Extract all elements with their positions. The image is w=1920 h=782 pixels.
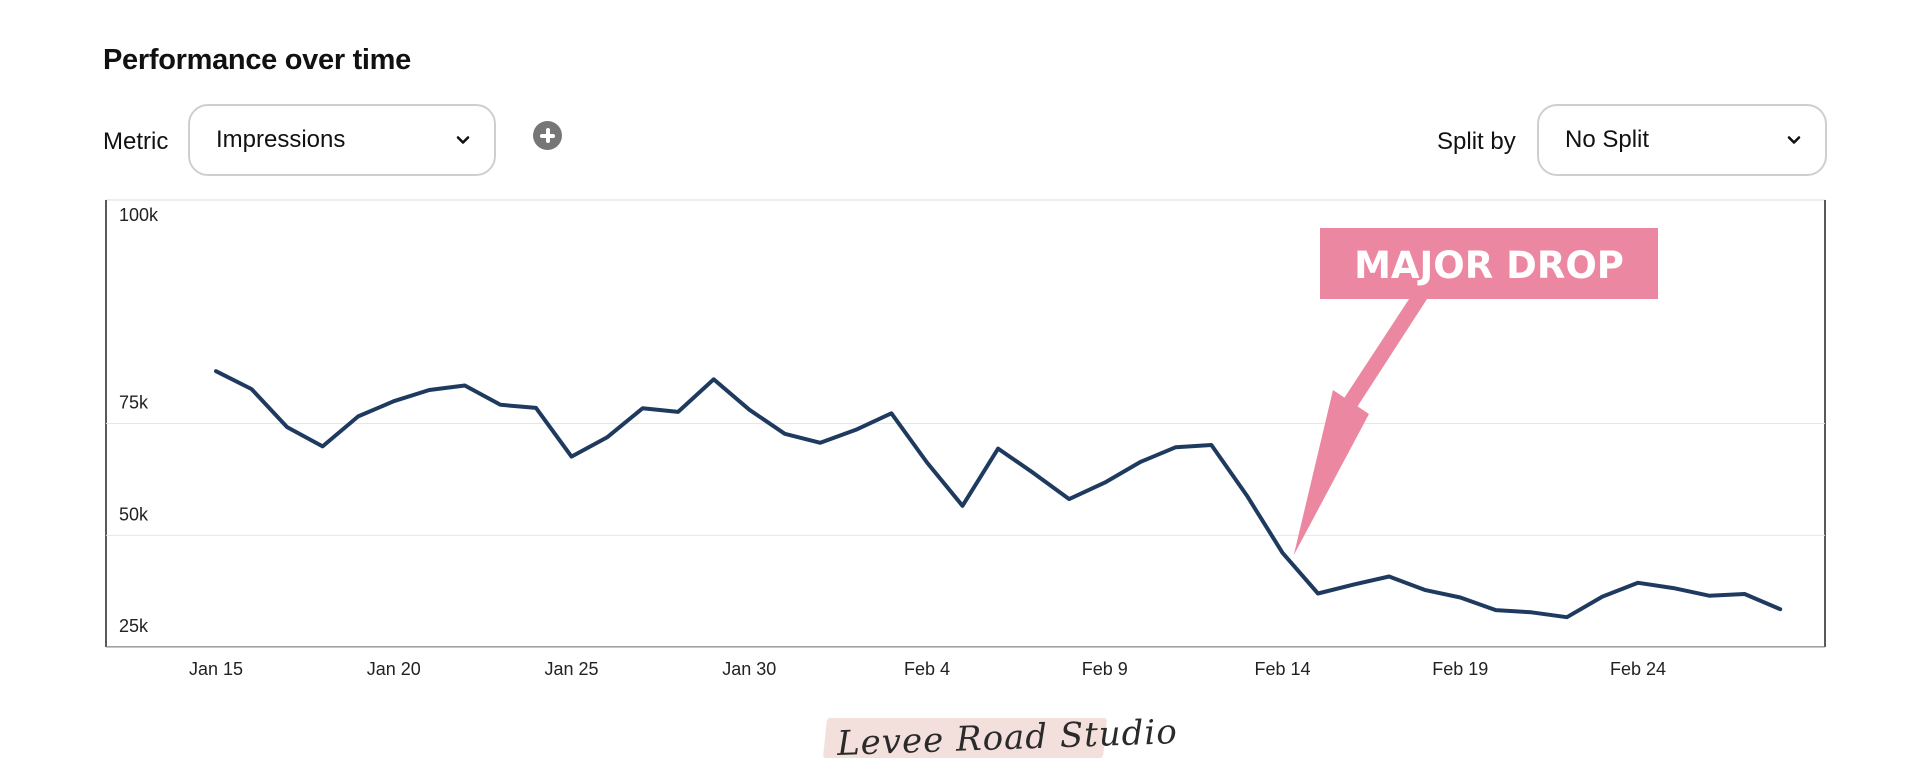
x-tick-label: Feb 14: [1254, 659, 1310, 679]
performance-line-chart: 25k 50k 75k 100k Jan 15 Jan 20 Jan 25 Jan 30 Feb…: [105, 199, 1826, 679]
split-by-select[interactable]: No Split: [1537, 104, 1827, 176]
callout-label: MAJOR DROP: [1354, 244, 1624, 287]
split-by-label: Split by: [1437, 128, 1516, 155]
metric-select-value: Impressions: [216, 126, 346, 153]
y-tick-label: 25k: [119, 616, 149, 636]
x-tick-label: Feb 19: [1432, 659, 1488, 679]
y-tick-label: 75k: [119, 393, 149, 413]
y-tick-label: 100k: [119, 205, 159, 225]
callout-arrow-shaft: [1337, 296, 1429, 418]
impressions-series-line: [214, 369, 1783, 620]
y-tick-label: 50k: [119, 504, 149, 524]
x-tick-label: Feb 9: [1082, 659, 1128, 679]
x-tick-label: Jan 25: [544, 659, 598, 679]
callout-arrow-head: [1293, 390, 1369, 556]
add-circle-icon[interactable]: [533, 121, 562, 150]
metric-select[interactable]: Impressions: [188, 104, 496, 176]
page-title: Performance over time: [103, 44, 411, 76]
metric-label: Metric: [103, 128, 169, 155]
callout-box: [1320, 228, 1658, 299]
x-tick-label: Jan 30: [722, 659, 776, 679]
x-tick-label: Jan 15: [189, 659, 243, 679]
x-tick-label: Feb 4: [904, 659, 950, 679]
chevron-down-icon: [1787, 133, 1801, 147]
x-tick-label: Feb 24: [1610, 659, 1666, 679]
split-by-select-value: No Split: [1565, 126, 1650, 153]
x-tick-label: Jan 20: [367, 659, 421, 679]
studio-watermark: Levee Road Studio: [822, 712, 1178, 764]
chevron-down-icon: [456, 133, 470, 147]
